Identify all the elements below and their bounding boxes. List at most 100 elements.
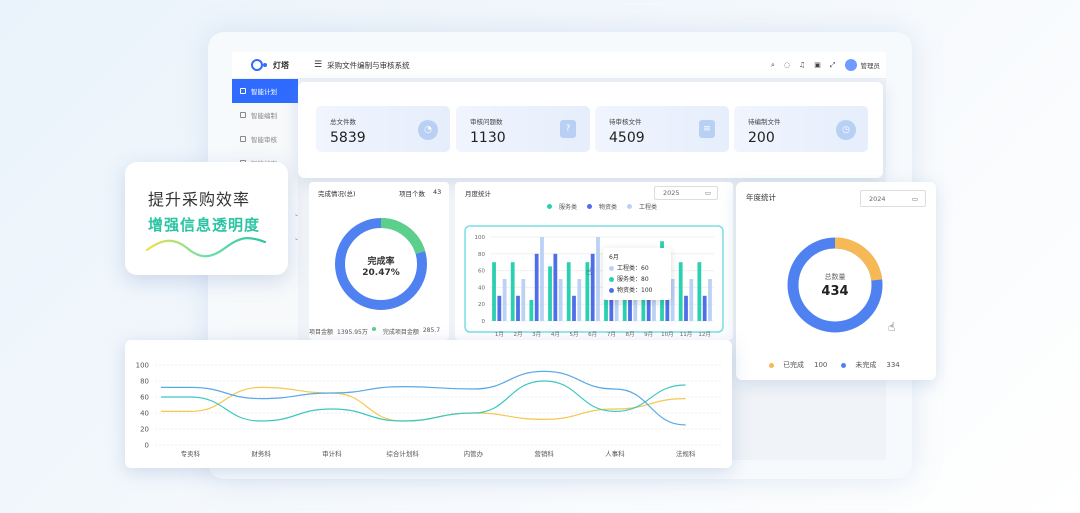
completion-donut [335, 218, 427, 310]
stat-value: 5839 [330, 130, 366, 146]
tooltip-row: 服务类：80 [609, 274, 665, 285]
bar [566, 262, 571, 321]
monthly-bar-chart: 0 20 40 60 80 100 1月 2月 3月 4月 5月 6月 7月 8月 9月 10月 11月 12月 [464, 225, 724, 338]
x-tick-label: 2月 [514, 331, 523, 338]
question-folder-icon: ? [560, 120, 576, 138]
sidebar-item-label: 智能计划 [251, 88, 277, 96]
slogan-line-1: 提升采购效率 [148, 190, 251, 209]
y-tick-label: 0 [145, 442, 149, 450]
bar [521, 279, 526, 321]
stat-label: 待编制文件 [748, 118, 781, 126]
x-tick-label: 人事科 [605, 449, 625, 458]
stat-card-total[interactable]: 总文件数 5839 ◔ [316, 106, 450, 152]
bar [497, 295, 502, 321]
center-title: 完成率 [367, 257, 395, 267]
line-chart-card: 0 20 40 60 80 100 专卖科 财务科 审计科 综合计划科 内管办 营销科 人事科 法规科 [125, 340, 732, 468]
bar [708, 279, 712, 321]
yearly-donut [787, 237, 883, 333]
stat-value: 1130 [470, 130, 506, 146]
completion-panel: 完成情况(总) 项目个数 43 完成率 20.47% 项目金额 1395.95万… [309, 182, 449, 340]
bar [596, 237, 600, 321]
completion-footer: 项目金额 1395.95万 完成项目金额 285.7 [309, 327, 440, 336]
logo-text: 灯塔 [273, 60, 289, 70]
slogan-callout: 提升采购效率 增强信息透明度 [125, 162, 288, 275]
fullscreen-icon[interactable]: ⤢ [829, 60, 836, 69]
stat-label: 审核问题数 [470, 118, 503, 126]
bar [529, 300, 534, 321]
tooltip-label: 服务类： [617, 276, 642, 283]
y-tick-label: 40 [140, 410, 149, 418]
stat-card-pending-review[interactable]: 待审核文件 4509 ≡ [595, 106, 729, 152]
tooltip-label: 工程类： [617, 265, 642, 272]
legend-dot [371, 327, 376, 331]
center-value: 434 [821, 284, 849, 299]
stat-label: 总文件数 [330, 118, 356, 126]
y-tick-label: 60 [478, 269, 485, 275]
yearly-card: 年度统计 2024 ▭ 总数量 434 ☝ 已完成 100 未完成 334 [736, 182, 936, 380]
cursor-hand-icon: ☝ [888, 320, 896, 334]
message-icon[interactable]: ◌ [783, 61, 790, 69]
toolbar-icons: ⌕ ◌ ♫ ▣ ⤢ 管理员 [771, 59, 880, 71]
menu-icon[interactable]: ☰ [314, 60, 323, 70]
x-tick-label: 内管办 [464, 449, 484, 458]
y-tick-label: 20 [478, 302, 485, 308]
legend-dot [547, 204, 552, 209]
user-name[interactable]: 管理员 [860, 62, 881, 70]
chevron-down-icon[interactable]: ⌄ [294, 211, 300, 218]
y-tick-label: 40 [478, 285, 485, 291]
bar [646, 295, 651, 321]
x-tick-label: 1月 [495, 331, 504, 338]
tooltip-month: 6月 [609, 254, 619, 261]
legend-dot [609, 277, 614, 282]
x-tick-label: 7月 [607, 331, 616, 338]
chevron-down-icon[interactable]: ⌄ [294, 235, 300, 242]
x-tick-label: 财务科 [251, 449, 271, 458]
x-tick-label: 6月 [588, 331, 597, 338]
x-tick-label: 综合计划科 [386, 449, 419, 458]
slogan-line-2: 增强信息透明度 [148, 216, 261, 234]
system-title: ☰ 采购文件编制与审核系统 [314, 60, 410, 71]
stat-card-issues[interactable]: 审核问题数 1130 ? [456, 106, 590, 152]
legend-dot [627, 204, 633, 209]
footer-left-value: 1395.95万 [337, 329, 368, 336]
stat-card-pending-compile[interactable]: 待编制文件 200 ◷ [734, 106, 868, 152]
screen-icon[interactable]: ▣ [814, 61, 821, 69]
avatar[interactable] [844, 59, 857, 71]
bar [689, 279, 694, 321]
bar [540, 237, 544, 321]
stat-value: 4509 [609, 130, 645, 146]
stat-label: 待审核文件 [609, 118, 642, 126]
legend-dot [609, 288, 614, 293]
bar [553, 253, 558, 321]
x-tick-label: 营销科 [534, 449, 554, 458]
sidebar-item-plan[interactable]: 智能计划 [232, 79, 298, 103]
legend-label: 服务类 [559, 204, 578, 211]
sidebar-item-review[interactable]: 智能审核 [232, 127, 298, 151]
center-label: 总数量 [824, 273, 846, 281]
x-tick-label: 12月 [698, 331, 711, 338]
x-tick-label: 专卖科 [181, 449, 201, 458]
yearly-year-select[interactable]: 2024 ▭ [860, 190, 926, 207]
sidebar-item-compile[interactable]: 智能编制 [232, 103, 298, 127]
search-icon[interactable]: ⌕ [770, 60, 775, 69]
x-tick-label: 4月 [551, 331, 560, 338]
legend-label: 未完成 [855, 361, 877, 369]
tooltip-value: 80 [641, 276, 649, 283]
pie-chart-icon: ◔ [418, 120, 438, 140]
legend-dot [841, 362, 847, 368]
document-list-icon: ≡ [699, 120, 715, 138]
bell-icon[interactable]: ♫ [798, 61, 806, 69]
legend-label: 已完成 [783, 361, 804, 369]
stat-value: 200 [748, 130, 775, 146]
bar [614, 279, 619, 321]
year-value: 2025 [663, 189, 680, 197]
bar [572, 295, 576, 321]
monthly-year-select[interactable]: 2025 ▭ [654, 186, 718, 200]
legend-label: 工程类 [639, 204, 658, 211]
bar [548, 266, 552, 321]
legend-dot [609, 266, 614, 271]
top-bar: 灯塔 ☰ 采购文件编制与审核系统 ⌕ ◌ ♫ ▣ ⤢ 管理员 [232, 52, 886, 79]
footer-left-label: 项目金额 [309, 329, 334, 336]
x-tick-label: 11月 [680, 331, 693, 338]
tooltip-value: 100 [641, 287, 653, 294]
